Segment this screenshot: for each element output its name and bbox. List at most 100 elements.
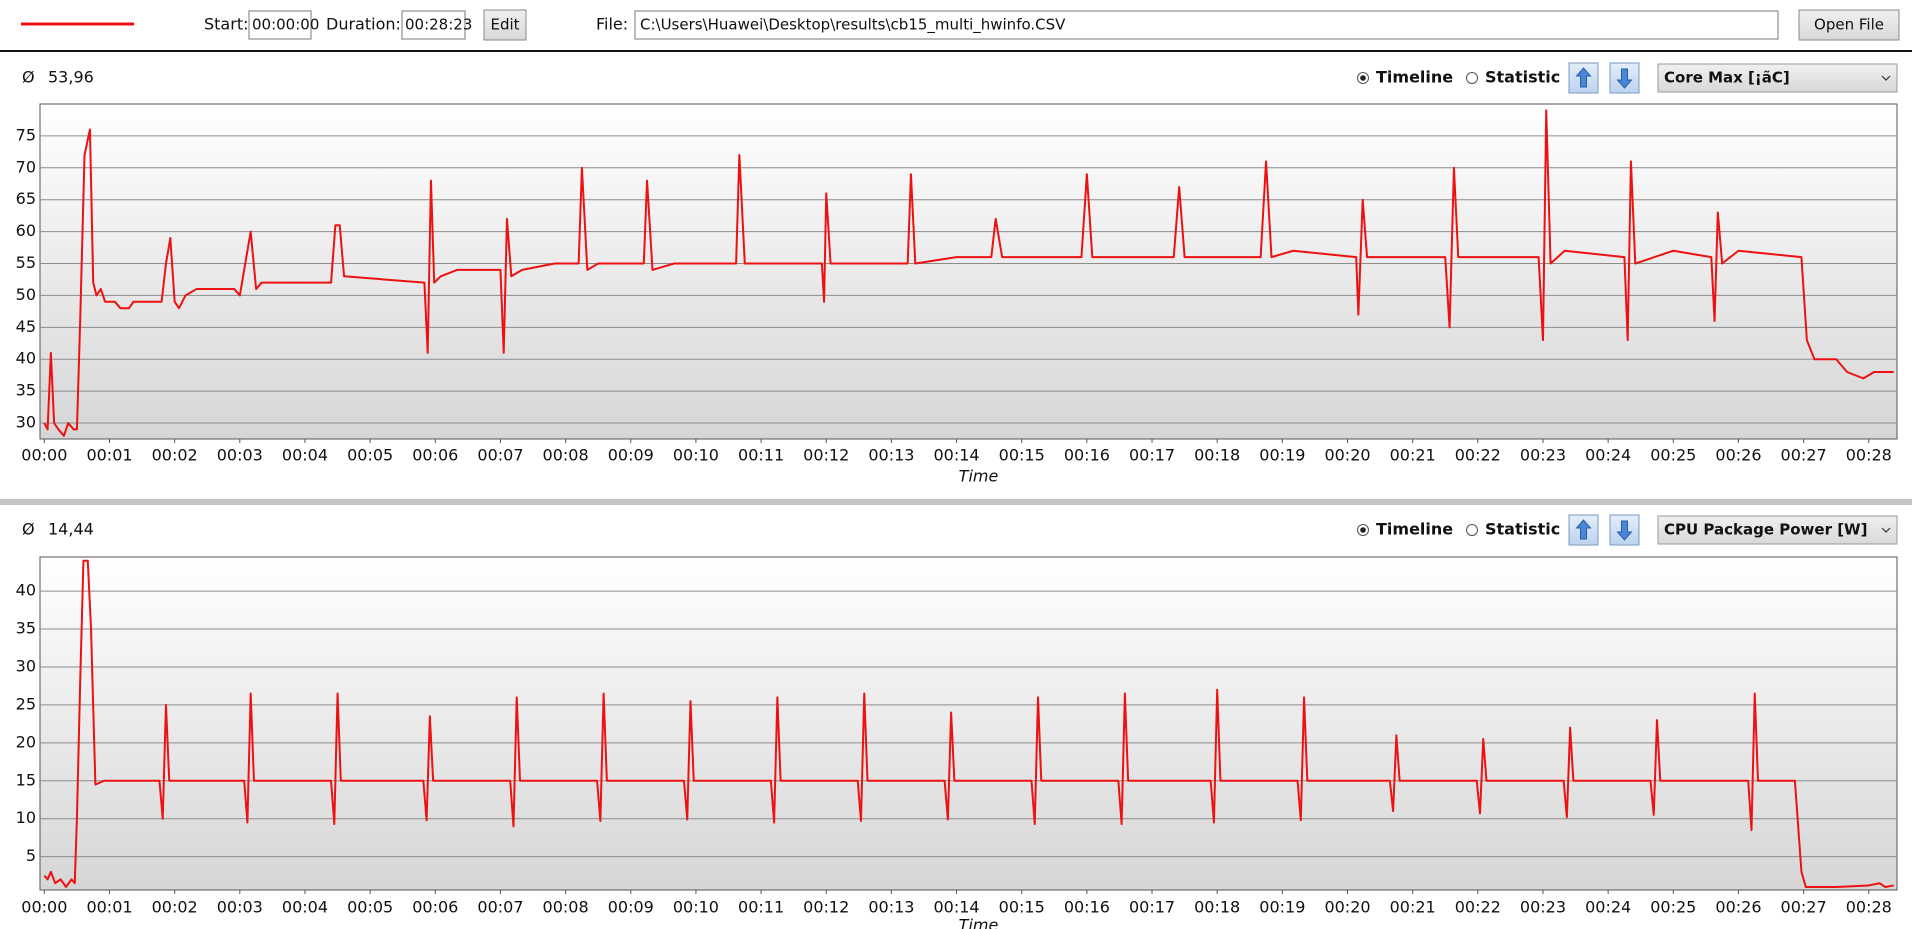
start-label: Start: (204, 15, 248, 34)
x-tick-label: 00:23 (1520, 898, 1566, 917)
average-symbol: Ø (22, 68, 35, 87)
y-tick-label: 65 (16, 189, 36, 208)
x-tick-label: 00:04 (282, 446, 328, 465)
sensor-dropdown[interactable] (1657, 515, 1898, 545)
y-tick-label: 50 (16, 285, 36, 304)
open-file-button[interactable] (1798, 9, 1900, 41)
x-tick-label: 00:20 (1324, 446, 1370, 465)
x-tick-label: 00:28 (1846, 446, 1892, 465)
duration-label: Duration: (326, 15, 401, 34)
x-tick-label: 00:24 (1585, 898, 1631, 917)
x-tick-label: 00:24 (1585, 446, 1631, 465)
start-value[interactable]: 00:00:00 (252, 16, 319, 34)
y-tick-label: 55 (16, 253, 36, 272)
x-tick-label: 00:01 (86, 446, 132, 465)
x-tick-label: 00:17 (1129, 446, 1175, 465)
sensor-name[interactable]: CPU Package Power [W] (1664, 521, 1867, 539)
plot-area (39, 103, 1898, 440)
arrow-icon (1616, 68, 1633, 89)
x-tick-label: 00:16 (1064, 446, 1110, 465)
x-tick-label: 00:02 (152, 898, 198, 917)
y-tick-label: 75 (16, 125, 36, 144)
view-option[interactable]: Timeline (1376, 520, 1453, 539)
x-tick-label: 00:04 (282, 898, 328, 917)
x-tick-label: 00:08 (543, 446, 589, 465)
radio-button[interactable] (1466, 524, 1478, 536)
view-option[interactable]: Statistic (1485, 68, 1560, 87)
x-tick-label: 00:19 (1259, 898, 1305, 917)
x-tick-label: 00:25 (1650, 898, 1696, 917)
file-path[interactable]: C:\Users\Huawei\Desktop\results\cb15_mul… (640, 16, 1066, 35)
plot-area (39, 556, 1898, 891)
average-value: 14,44 (48, 520, 94, 539)
x-tick-label: 00:15 (999, 446, 1045, 465)
x-tick-label: 00:03 (217, 898, 263, 917)
x-tick-label: 00:28 (1846, 898, 1892, 917)
x-tick-label: 00:07 (477, 446, 523, 465)
x-axis-title: Time (959, 467, 999, 486)
x-tick-label: 00:22 (1455, 446, 1501, 465)
x-axis-title: Time (959, 916, 999, 929)
file-input[interactable] (634, 10, 1779, 40)
view-option[interactable]: Timeline (1376, 68, 1453, 87)
x-tick-label: 00:09 (608, 898, 654, 917)
edit-button[interactable] (483, 9, 527, 41)
x-tick-label: 00:05 (347, 898, 393, 917)
y-tick-label: 35 (16, 381, 36, 400)
x-tick-label: 00:11 (738, 898, 784, 917)
duration-input[interactable] (401, 10, 466, 40)
x-tick-label: 00:12 (803, 446, 849, 465)
y-tick-label: 15 (16, 770, 36, 789)
radio-button[interactable] (1466, 72, 1478, 84)
x-tick-label: 00:08 (543, 898, 589, 917)
x-tick-label: 00:14 (933, 446, 979, 465)
y-tick-label: 30 (16, 656, 36, 675)
y-tick-label: 30 (16, 413, 36, 432)
average-symbol: Ø (22, 520, 35, 539)
edit-button-label[interactable]: Edit (490, 16, 519, 34)
dropdown-caret (1881, 75, 1891, 81)
y-tick-label: 60 (16, 221, 36, 240)
average-value: 53,96 (48, 68, 94, 87)
x-tick-label: 00:02 (152, 446, 198, 465)
x-tick-label: 00:27 (1781, 898, 1827, 917)
y-tick-label: 40 (16, 349, 36, 368)
duration-value[interactable]: 00:28:23 (405, 16, 472, 34)
x-tick-label: 00:07 (477, 898, 523, 917)
radio-dot (1360, 527, 1366, 533)
x-tick-label: 00:17 (1129, 898, 1175, 917)
arrow-icon (1616, 520, 1633, 541)
radio-dot (1360, 75, 1366, 81)
y-tick-label: 25 (16, 694, 36, 713)
chart-panel: Ø 14,44 Timeline Statistic CPU Package Power… (16, 514, 1898, 929)
x-tick-label: 00:05 (347, 446, 393, 465)
x-tick-label: 00:16 (1064, 898, 1110, 917)
x-tick-label: 00:01 (86, 898, 132, 917)
x-tick-label: 00:14 (933, 898, 979, 917)
x-tick-label: 00:18 (1194, 898, 1240, 917)
sensor-dropdown[interactable] (1657, 63, 1898, 93)
sensor-name[interactable]: Core Max [¡ãC] (1664, 69, 1790, 87)
y-tick-label: 70 (16, 157, 36, 176)
x-tick-label: 00:19 (1259, 446, 1305, 465)
x-tick-label: 00:10 (673, 898, 719, 917)
arrow-icon (1575, 67, 1592, 88)
file-label: File: (596, 15, 628, 34)
open-file-label[interactable]: Open File (1814, 16, 1884, 34)
x-tick-label: 00:00 (21, 898, 67, 917)
x-tick-label: 00:18 (1194, 446, 1240, 465)
x-tick-label: 00:20 (1324, 898, 1370, 917)
x-tick-label: 00:06 (412, 898, 458, 917)
view-option[interactable]: Statistic (1485, 520, 1560, 539)
start-input[interactable] (248, 10, 312, 40)
x-tick-label: 00:10 (673, 446, 719, 465)
y-tick-label: 45 (16, 317, 36, 336)
x-tick-label: 00:21 (1390, 446, 1436, 465)
panel-separator (0, 499, 1912, 505)
x-tick-label: 00:13 (868, 446, 914, 465)
x-tick-label: 00:11 (738, 446, 784, 465)
y-tick-label: 35 (16, 619, 36, 638)
x-tick-label: 00:26 (1715, 898, 1761, 917)
y-tick-label: 5 (26, 846, 36, 865)
